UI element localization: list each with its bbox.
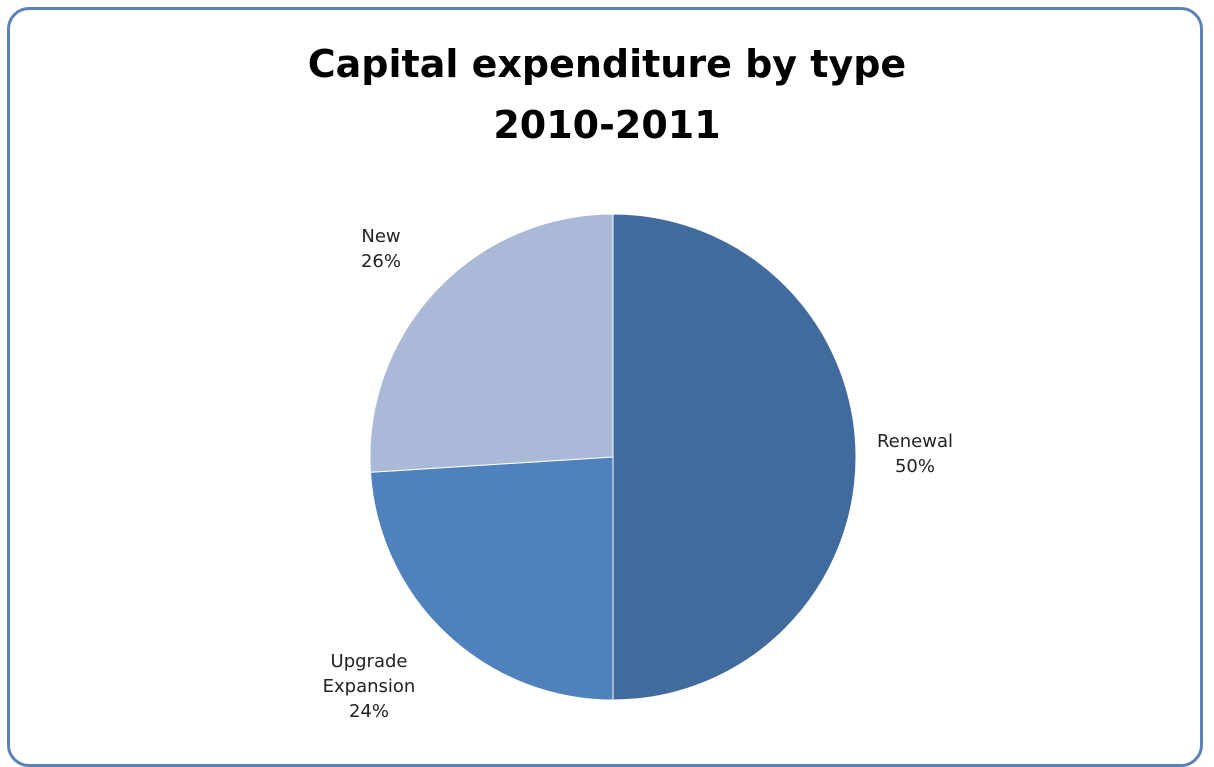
data-label-renewal: Renewal 50% xyxy=(877,431,953,477)
chart-title-line-2: 2010-2011 xyxy=(493,103,721,147)
data-label-upgrade-expansion: Upgrade Expansion 24% xyxy=(323,651,416,722)
data-label-percent: 24% xyxy=(349,701,389,722)
chart-title-line-1: Capital expenditure by type xyxy=(307,42,907,86)
data-label-percent: 26% xyxy=(361,251,401,272)
data-label-percent: 50% xyxy=(895,456,935,477)
chart-title: Capital expenditure by type 2010-2011 xyxy=(0,34,1214,156)
data-label-category: New xyxy=(361,226,400,247)
pie-slice-renewal xyxy=(612,213,857,701)
data-label-category: Expansion xyxy=(323,676,416,697)
data-label-new: New 26% xyxy=(361,226,401,272)
data-label-category: Upgrade xyxy=(331,651,408,672)
pie-slice-new xyxy=(369,213,614,473)
pie-slice-upgrade-expansion xyxy=(369,456,614,701)
data-label-category: Renewal xyxy=(877,431,953,452)
